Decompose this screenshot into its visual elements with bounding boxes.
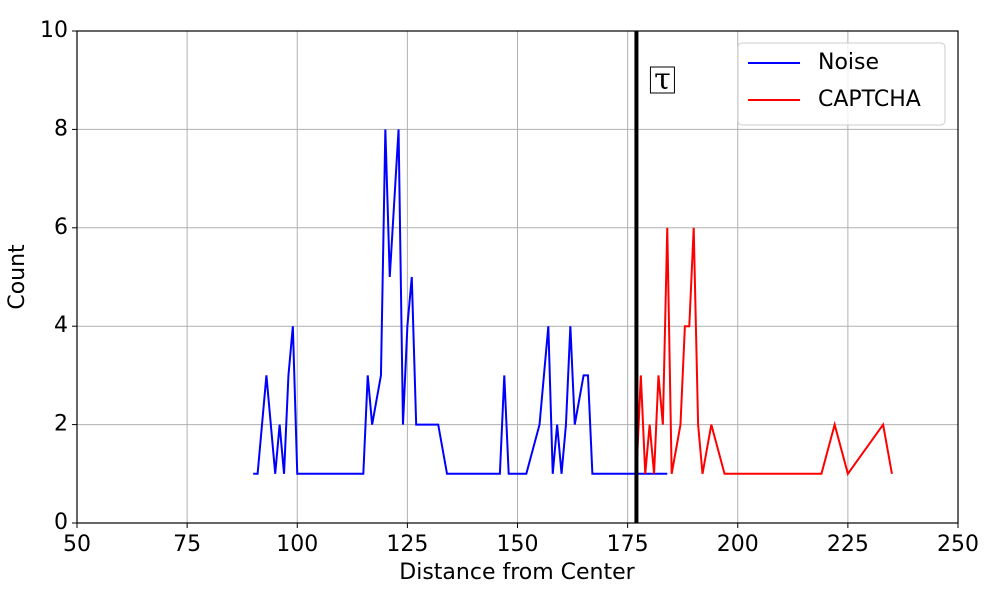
x-tick-label: 75 bbox=[173, 532, 201, 557]
data-line bbox=[253, 129, 668, 475]
legend-label: CAPTCHA bbox=[818, 87, 921, 112]
x-tick-label: 250 bbox=[937, 532, 979, 557]
legend: Noise CAPTCHA bbox=[737, 42, 946, 126]
y-tick-label: 10 bbox=[40, 18, 68, 43]
plot-frame bbox=[76, 30, 959, 524]
x-tick-label: 225 bbox=[827, 532, 869, 557]
annotation-box bbox=[649, 66, 675, 94]
x-tick-label: 100 bbox=[276, 532, 318, 557]
threshold-label: τ bbox=[654, 62, 671, 97]
y-tick-label: 8 bbox=[54, 116, 68, 141]
y-tick-label: 0 bbox=[54, 510, 68, 535]
x-tick-label: 175 bbox=[607, 532, 649, 557]
y-tick-label: 6 bbox=[54, 215, 68, 240]
y-axis-label: Count bbox=[5, 244, 30, 310]
y-tick-label: 4 bbox=[54, 313, 68, 338]
x-tick-label: 200 bbox=[717, 532, 759, 557]
legend-label: Noise bbox=[818, 50, 879, 75]
data-line bbox=[635, 227, 893, 477]
x-tick-label: 50 bbox=[63, 532, 91, 557]
x-axis-label: Distance from Center bbox=[399, 560, 635, 585]
x-tick-label: 125 bbox=[386, 532, 428, 557]
x-tick-label: 150 bbox=[497, 532, 539, 557]
y-tick-label: 2 bbox=[54, 412, 68, 437]
